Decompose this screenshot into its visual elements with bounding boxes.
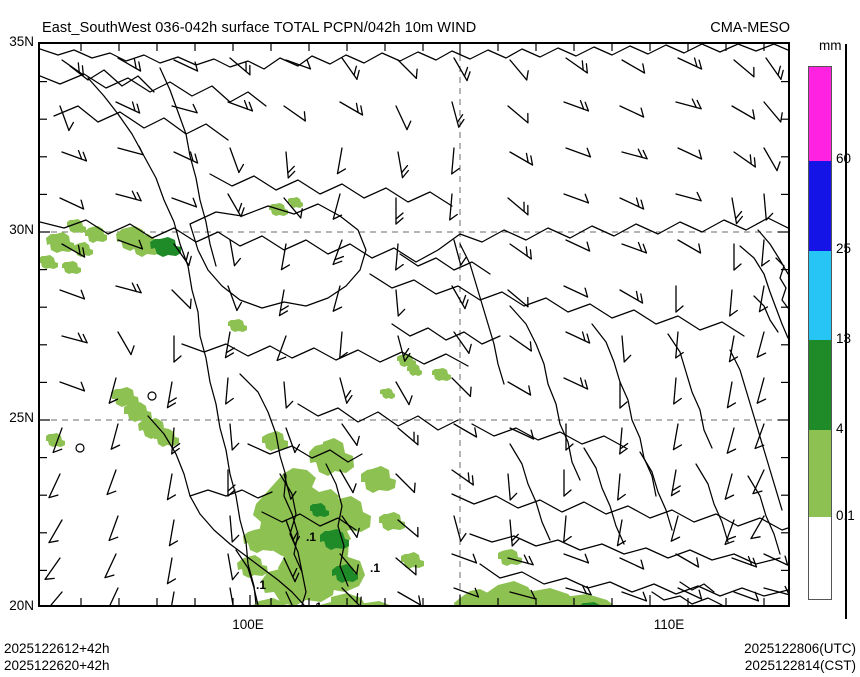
page-title: East_SouthWest 036-042h surface TOTAL PC…	[42, 20, 477, 36]
map-canvas	[40, 44, 788, 605]
xtick-label-100e: 100E	[232, 617, 264, 632]
colorbar-label-25: 25	[836, 241, 852, 256]
contour-label: .1	[312, 600, 323, 607]
colorbar-segment-0.1-4	[809, 430, 831, 518]
colorbar-label-13: 13	[836, 331, 852, 346]
colorbar-unit-label: mm	[819, 38, 842, 53]
axis-ticks	[40, 44, 788, 605]
ytick-label-20n: 20N	[9, 598, 34, 613]
xtick-label-110e: 110E	[653, 617, 685, 632]
footer-init-time-utc: 2025122612+42h	[4, 641, 110, 656]
ytick-label-25n: 25N	[9, 410, 34, 425]
gridlines	[40, 44, 788, 605]
contour-label: .1	[306, 530, 317, 544]
colorbar[interactable]	[808, 66, 832, 600]
contour-label: .1	[370, 561, 381, 575]
colorbar-label-60: 60	[836, 151, 852, 166]
map-boundaries	[40, 44, 788, 605]
model-label: CMA-MESO	[710, 20, 790, 36]
colorbar-segment-13-25	[809, 250, 831, 341]
footer-valid-time-cst: 2025122814(CST)	[744, 658, 856, 673]
contour-label: .1	[256, 578, 267, 592]
map-plot-area[interactable]: .1 .1 .1 .1	[38, 42, 790, 607]
precip-shading-dark	[150, 237, 600, 605]
colorbar-outer-border	[845, 44, 860, 619]
colorbar-segment-below-0.1	[809, 517, 831, 599]
footer-valid-time-utc: 2025122806(UTC)	[744, 641, 856, 656]
ytick-label-30n: 30N	[9, 222, 34, 237]
wind-barbs	[44, 57, 788, 605]
footer-init-time-cst: 2025122620+42h	[4, 658, 110, 673]
colorbar-label-4: 4	[836, 421, 844, 436]
ytick-label-35n: 35N	[9, 34, 34, 49]
colorbar-segment-above-60	[809, 67, 831, 161]
colorbar-segment-4-13	[809, 340, 831, 431]
colorbar-segment-25-60	[809, 160, 831, 251]
